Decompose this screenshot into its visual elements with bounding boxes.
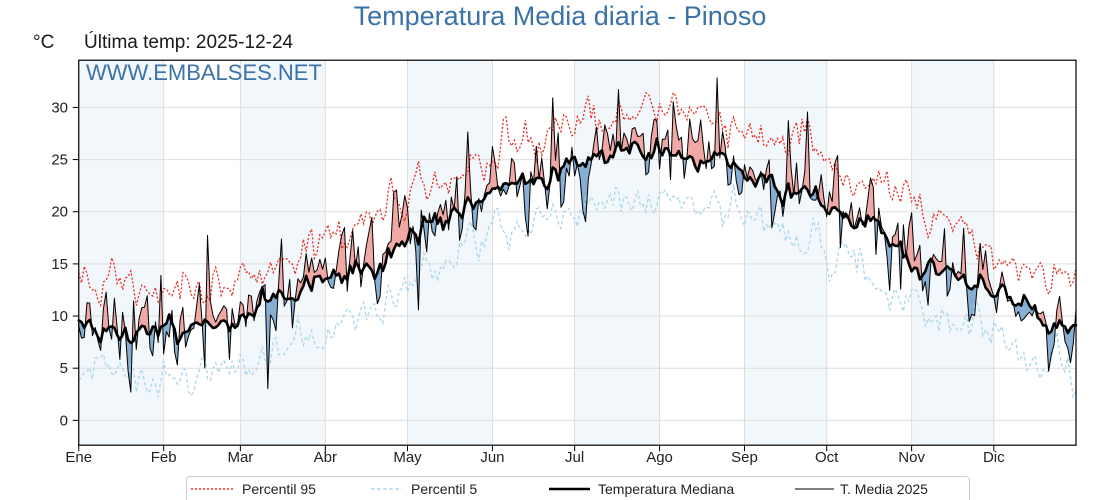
svg-text:5: 5 (60, 360, 68, 377)
svg-text:30: 30 (51, 99, 68, 116)
svg-text:Ene: Ene (65, 449, 92, 466)
svg-text:15: 15 (51, 256, 68, 273)
svg-text:0: 0 (60, 412, 68, 429)
svg-text:20: 20 (51, 204, 68, 221)
svg-text:May: May (393, 449, 422, 466)
svg-text:Ago: Ago (646, 449, 673, 466)
svg-text:Oct: Oct (815, 449, 839, 466)
svg-text:Jul: Jul (565, 449, 584, 466)
svg-text:Abr: Abr (314, 449, 337, 466)
svg-text:Sep: Sep (731, 449, 758, 466)
svg-text:Temperatura Mediana: Temperatura Mediana (598, 481, 734, 497)
svg-text:Percentil 95: Percentil 95 (242, 481, 316, 497)
svg-text:Jun: Jun (480, 449, 504, 466)
svg-text:10: 10 (51, 308, 68, 325)
svg-text:Feb: Feb (151, 449, 177, 466)
svg-text:Mar: Mar (227, 449, 253, 466)
svg-text:WWW.EMBALSES.NET: WWW.EMBALSES.NET (86, 60, 322, 85)
svg-text:Dic: Dic (983, 449, 1005, 466)
svg-text:Nov: Nov (898, 449, 925, 466)
svg-text:25: 25 (51, 152, 68, 169)
svg-text:Percentil 5: Percentil 5 (411, 481, 477, 497)
svg-text:T. Media 2025: T. Media 2025 (840, 481, 928, 497)
